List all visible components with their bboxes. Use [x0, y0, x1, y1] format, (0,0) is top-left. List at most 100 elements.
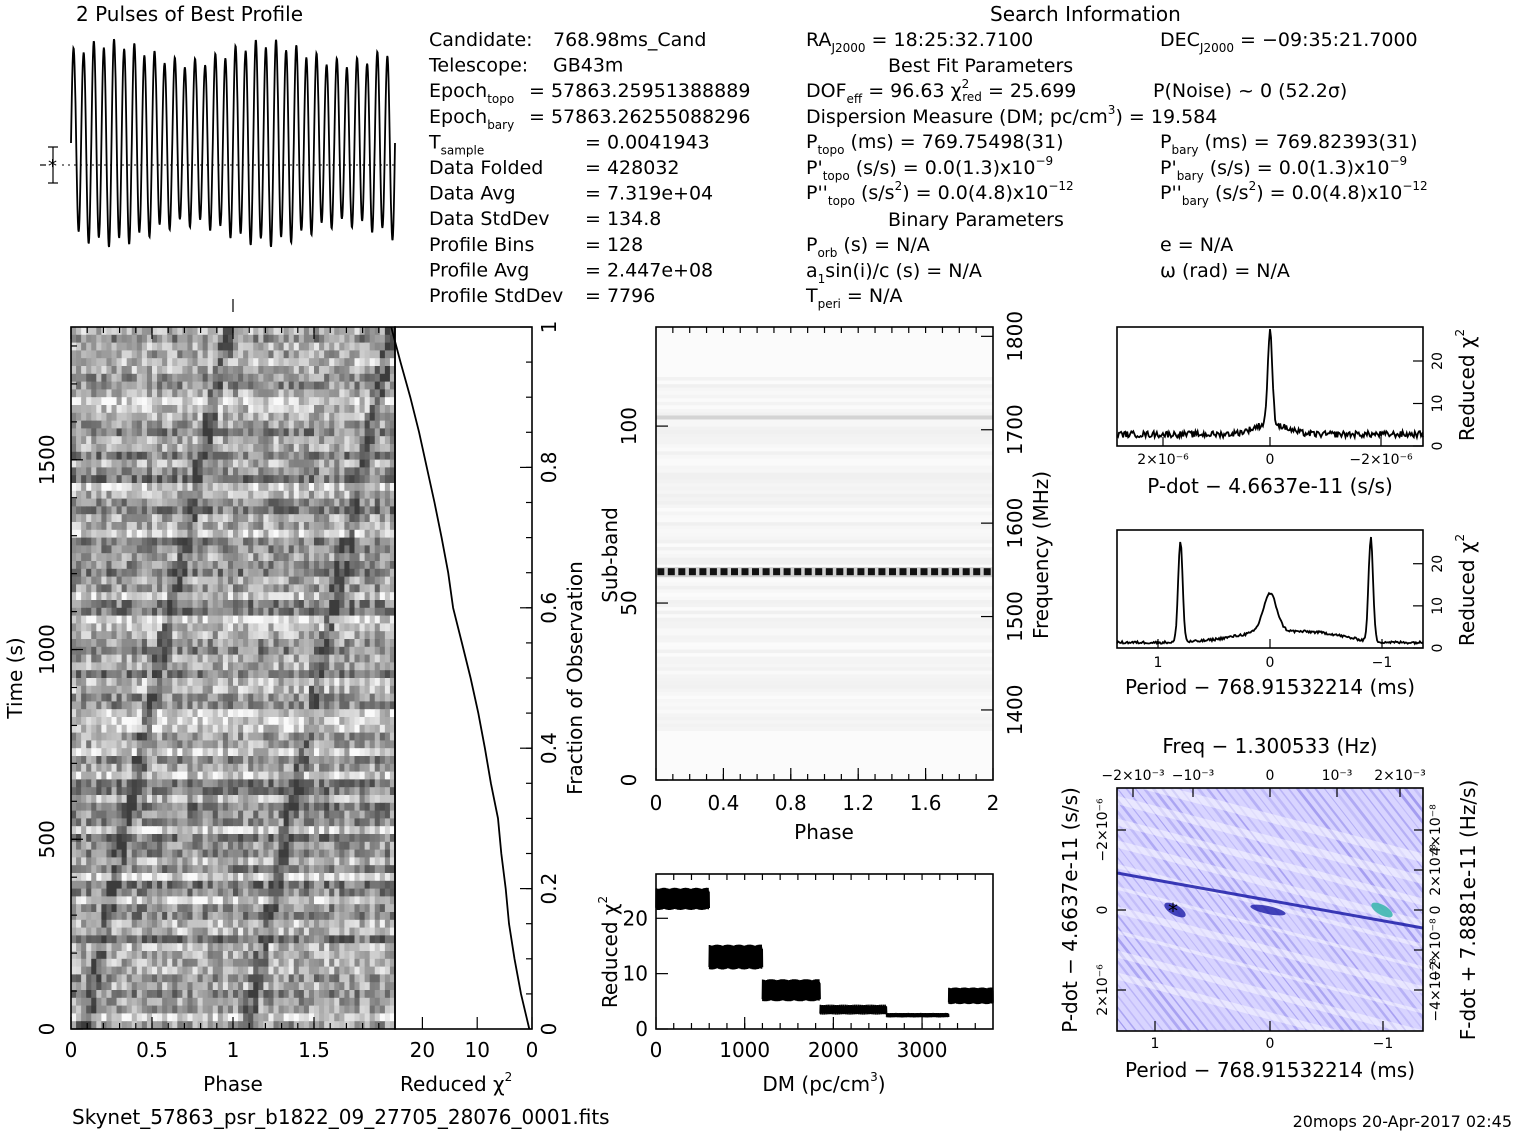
tp-cell: [212, 436, 219, 445]
tp-cell: [359, 436, 366, 445]
omega: ω (rad) = N/A: [1160, 260, 1290, 282]
tp-cell: [238, 522, 244, 531]
tp-cell: [141, 771, 148, 780]
tp-cell: [389, 576, 395, 585]
tp-cell: [167, 366, 173, 375]
tp-cell: [162, 623, 168, 632]
tp-cell: [106, 420, 113, 429]
tp-cell: [303, 537, 310, 546]
tp-cell: [96, 522, 102, 531]
tp-cell: [141, 381, 148, 390]
tp-cell: [314, 334, 320, 344]
tp-cell: [263, 709, 270, 718]
tp-cell: [141, 685, 148, 695]
tp-cell: [131, 451, 138, 461]
tp-cell: [162, 654, 168, 663]
tp-cell: [157, 600, 163, 609]
tp-cell: [126, 756, 133, 765]
tp-cell: [136, 358, 143, 367]
tp-cell: [111, 529, 118, 539]
tp-cell: [329, 802, 335, 812]
tp-cell: [354, 857, 361, 866]
tp-cell: [263, 592, 270, 601]
tp-cell: [167, 459, 173, 468]
tp-cell: [116, 888, 123, 897]
tp-cell: [334, 654, 340, 663]
tp-cell: [116, 405, 123, 414]
tp-cell: [121, 506, 128, 515]
tp-cell: [111, 771, 118, 780]
tp-cell: [81, 896, 87, 905]
tp-cell: [131, 397, 138, 406]
tp-cell: [86, 740, 92, 749]
tp-cell: [222, 576, 229, 585]
tp-cell: [136, 779, 143, 788]
tp-cell: [96, 678, 102, 687]
tp-cell: [146, 912, 153, 921]
tp-cell: [293, 366, 300, 375]
tp-cell: [222, 568, 229, 578]
tp-cell: [177, 545, 183, 554]
tp-cell: [192, 841, 199, 851]
tp-cell: [263, 639, 270, 648]
tp-cell: [248, 444, 254, 453]
tp-cell: [141, 857, 148, 866]
tp-cell: [344, 880, 351, 890]
tp-cell: [202, 459, 209, 468]
tp-cell: [303, 717, 310, 726]
tp-cell: [293, 912, 300, 921]
tp-cell: [329, 912, 335, 921]
tp-cell: [187, 420, 194, 429]
tp-cell: [136, 389, 143, 398]
tp-cell: [141, 576, 148, 585]
tp-cell: [212, 670, 219, 679]
tp-cell: [308, 646, 315, 656]
tp-cell: [96, 771, 102, 780]
tp-cell: [222, 857, 229, 866]
tp-cell: [177, 342, 183, 351]
tp-cell: [167, 826, 173, 835]
tp-cell: [162, 865, 168, 874]
tp-cell: [298, 888, 305, 897]
tp-cell: [227, 662, 234, 671]
tp-cell: [369, 841, 376, 851]
tp-cell: [116, 795, 123, 804]
tp-cell: [192, 584, 199, 593]
tp-cell: [197, 405, 204, 414]
tp-cell: [253, 327, 259, 336]
tp-cell: [227, 740, 234, 749]
tp-cell: [389, 685, 395, 695]
tp-cell: [303, 787, 310, 796]
tp-cell: [222, 709, 229, 718]
tp-cell: [314, 537, 320, 546]
tp-cell: [243, 561, 249, 570]
tp-cell: [101, 802, 108, 812]
tp-cell: [263, 397, 270, 406]
tp-cell: [288, 912, 295, 921]
tp-cell: [339, 756, 345, 765]
tp-cell: [227, 373, 234, 383]
tp-cell: [71, 498, 77, 507]
tp-cell: [288, 826, 295, 835]
tp-cell: [324, 405, 330, 414]
tp-cell: [364, 475, 371, 484]
tp-cell: [288, 818, 295, 827]
tp-cell: [303, 724, 310, 734]
tp-cell: [81, 685, 87, 695]
tp-cell: [253, 584, 259, 593]
tp-cell: [379, 506, 386, 515]
tp-cell: [197, 888, 204, 897]
tp-cell: [192, 420, 199, 429]
tp-cell: [258, 615, 264, 624]
tp-cell: [121, 607, 128, 617]
tp-cell: [81, 771, 87, 780]
tp-cell: [146, 451, 153, 461]
tp-cell: [253, 444, 259, 453]
tp-cell: [222, 412, 229, 422]
tp-cell: [308, 444, 315, 453]
tp-cell: [217, 412, 224, 422]
tp-cell: [258, 389, 264, 398]
tp-cell: [238, 678, 244, 687]
tp-cell: [121, 350, 128, 359]
tp-cell: [354, 826, 361, 835]
